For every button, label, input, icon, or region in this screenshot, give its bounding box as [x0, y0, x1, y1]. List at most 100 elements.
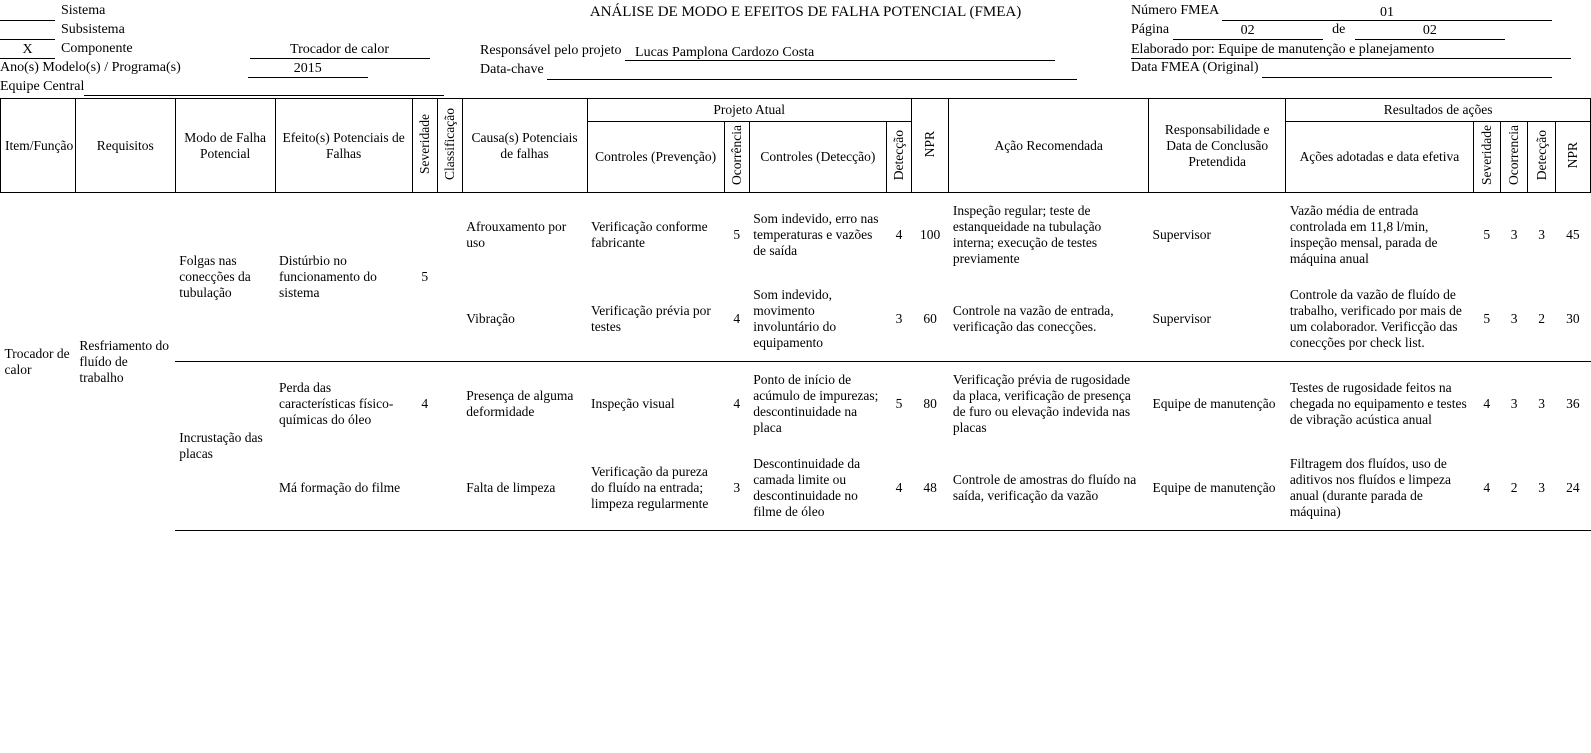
cell-cause: Afrouxamento por uso: [462, 193, 587, 278]
table-body: Trocador de calor Resfriamento do fluído…: [1, 193, 1591, 531]
th-rocc: Ocorrencia: [1500, 122, 1527, 193]
cell-rsev: 4: [1473, 446, 1500, 531]
th-detn-label: Detecção: [892, 130, 906, 180]
cell-detn: 4: [886, 446, 911, 531]
th-results-group: Resultados de ações: [1286, 99, 1591, 122]
cell-rnpr: 24: [1555, 446, 1590, 531]
datachave-label: Data-chave: [480, 62, 544, 77]
de-value: 02: [1355, 23, 1505, 39]
th-req: Requisitos: [75, 99, 175, 193]
cell-cause: Vibração: [462, 277, 587, 362]
cell-cause: Falta de limpeza: [462, 446, 587, 531]
cell-effect: Distúrbio no funcionamento do sistema: [275, 193, 412, 362]
datafmea-label: Data FMEA (Original): [1131, 60, 1259, 75]
cell-rdet: 3: [1528, 446, 1555, 531]
cell-action: Inspeção regular; teste de estanqueidade…: [949, 193, 1149, 278]
th-rdet: Detecção: [1528, 122, 1555, 193]
cell-effect: Má formação do filme: [275, 446, 412, 531]
elab-line: Elaborado por: Equipe de manutenção e pl…: [1131, 42, 1571, 58]
cell-effect: Perda das características físico-química…: [275, 362, 412, 447]
cell-results: Vazão média de entrada controlada em 11,…: [1286, 193, 1473, 278]
th-rdet-label: Detecção: [1535, 130, 1549, 180]
th-resp: Responsabilidade e Data de Conclusão Pre…: [1149, 99, 1286, 193]
pagina-value: 02: [1173, 23, 1323, 39]
cell-action: Controle de amostras do fluído na saída,…: [949, 446, 1149, 531]
equipe-label: Equipe Central: [0, 79, 84, 94]
cell-det: Som indevido, movimento involuntário do …: [749, 277, 886, 362]
table-row: Incrustação das placas Perda das caracte…: [1, 362, 1591, 447]
cell-prev: Verificação conforme fabricante: [587, 193, 724, 278]
cell-class: [437, 362, 462, 447]
subsistema-label: Subsistema: [61, 22, 125, 37]
th-proj-atual: Projeto Atual: [587, 99, 911, 122]
resp-label: Responsável pelo projeto: [480, 43, 622, 58]
cell-resp: Equipe de manutenção: [1149, 446, 1286, 531]
componente-mark: X: [0, 42, 55, 58]
componente-label: Componente: [61, 41, 133, 56]
resp-value: Lucas Pamplona Cardozo Costa: [625, 45, 1055, 61]
th-rsev-label: Severidade: [1480, 125, 1494, 185]
cell-det: Som indevido, erro nas temperaturas e va…: [749, 193, 886, 278]
cell-prev: Verificação prévia por testes: [587, 277, 724, 362]
cell-occ: 4: [724, 277, 749, 362]
cell-rnpr: 45: [1555, 193, 1590, 278]
th-rsev: Severidade: [1473, 122, 1500, 193]
cell-results: Testes de rugosidade feitos na chegada n…: [1286, 362, 1473, 447]
th-rnpr-label: NPR: [1566, 142, 1580, 168]
cell-resp: Supervisor: [1149, 193, 1286, 278]
cell-npr: 60: [911, 277, 948, 362]
th-action: Ação Recomendada: [949, 99, 1149, 193]
numero-label: Número FMEA: [1131, 3, 1219, 18]
numero-value: 01: [1222, 5, 1552, 21]
th-cause: Causa(s) Potenciais de falhas: [462, 99, 587, 193]
ano-label: Ano(s) Modelo(s) / Programa(s): [0, 60, 181, 75]
cell-occ: 3: [724, 446, 749, 531]
form-header: Sistema Subsistema X Componente Trocador …: [0, 0, 1591, 98]
sistema-label: Sistema: [61, 3, 105, 18]
cell-det: Ponto de início de acúmulo de impurezas;…: [749, 362, 886, 447]
cell-rsev: 5: [1473, 277, 1500, 362]
th-effect: Efeito(s) Potenciais de Falhas: [275, 99, 412, 193]
th-item: Item/Função: [1, 99, 76, 193]
th-mode: Modo de Falha Potencial: [175, 99, 275, 193]
th-class-label: Classificação: [443, 108, 457, 180]
cell-rocc: 3: [1500, 277, 1527, 362]
datachave-value: [547, 79, 1077, 80]
th-npr: NPR: [911, 99, 948, 193]
cell-req: Resfriamento do fluído de trabalho: [75, 193, 175, 531]
cell-action: Verificação prévia de rugosidade da plac…: [949, 362, 1149, 447]
th-occ: Ocorrência: [724, 122, 749, 193]
cell-npr: 80: [911, 362, 948, 447]
th-rocc-label: Ocorrencia: [1507, 125, 1521, 185]
fmea-table: Item/Função Requisitos Modo de Falha Pot…: [0, 98, 1591, 531]
cell-rdet: 2: [1528, 277, 1555, 362]
ano-value: 2015: [248, 61, 368, 77]
cell-rnpr: 36: [1555, 362, 1590, 447]
cell-class: [437, 446, 462, 531]
cell-rdet: 3: [1528, 193, 1555, 278]
form-title: ANÁLISE DE MODO E EFEITOS DE FALHA POTEN…: [480, 2, 1131, 28]
cell-results: Controle da vazão de fluído de trabalho,…: [1286, 277, 1473, 362]
th-occ-label: Ocorrência: [730, 125, 744, 185]
sistema-mark: [0, 7, 55, 21]
cell-action: Controle na vazão de entrada, verificaçã…: [949, 277, 1149, 362]
datafmea-value: [1262, 77, 1552, 78]
cell-det: Descontinuidade da camada limite ou desc…: [749, 446, 886, 531]
cell-occ: 4: [724, 362, 749, 447]
th-sev-label: Severidade: [418, 114, 432, 174]
cell-prev: Verificação da pureza do fluído na entra…: [587, 446, 724, 531]
subsistema-mark: [0, 26, 55, 40]
th-rnpr: NPR: [1555, 122, 1590, 193]
cell-npr: 100: [911, 193, 948, 278]
componente-value: Trocador de calor: [250, 42, 430, 58]
cell-rocc: 3: [1500, 193, 1527, 278]
table-head: Item/Função Requisitos Modo de Falha Pot…: [1, 99, 1591, 193]
equipe-value: [84, 95, 444, 96]
cell-npr: 48: [911, 446, 948, 531]
th-det: Controles (Detecção): [749, 122, 886, 193]
table-row: Trocador de calor Resfriamento do fluído…: [1, 193, 1591, 278]
header-right: Número FMEA 01 Página 02 de 02 Elaborado…: [1131, 2, 1591, 96]
cell-sev: [412, 446, 437, 531]
cell-prev: Inspeção visual: [587, 362, 724, 447]
th-class: Classificação: [437, 99, 462, 193]
